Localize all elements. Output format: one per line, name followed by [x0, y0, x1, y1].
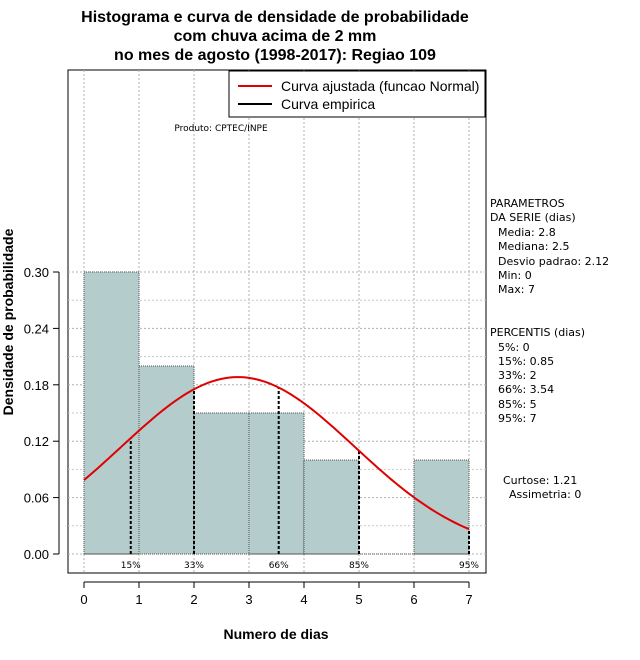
- percentil-5: 5%: 0: [498, 341, 530, 354]
- histogram-bar-4: [303, 459, 360, 555]
- curtose-text: Curtose: 1.21: [503, 474, 577, 487]
- y-axis: 0.00 0.06 0.12 0.18 0.24 0.30: [24, 265, 60, 562]
- x-tick-label-7: 7: [465, 592, 472, 607]
- x-tick-label-3: 3: [245, 592, 252, 607]
- histogram-bar-3: [248, 412, 305, 555]
- x-tick-label-0: 0: [80, 592, 87, 607]
- histogram-bar-2: [193, 412, 250, 555]
- legend-box: [228, 70, 486, 118]
- y-tick-label-2: 0.12: [24, 434, 49, 449]
- x-tick-label-2: 2: [190, 592, 197, 607]
- side-panel: PARAMETROS DA SERIE (dias) Media: 2.8 Me…: [490, 197, 609, 501]
- percentile-label-4: 95%: [459, 561, 479, 571]
- histogram-bar-6: [413, 459, 470, 555]
- y-tick-label-5: 0.30: [24, 265, 49, 280]
- param-mediana: Mediana: 2.5: [498, 240, 569, 253]
- y-axis-label: Densidade de probabilidade: [0, 228, 16, 415]
- chart-title-line-1: Histograma e curva de densidade de proba…: [81, 9, 469, 26]
- y-tick-label-4: 0.24: [24, 321, 49, 336]
- y-tick-label-3: 0.18: [24, 378, 49, 393]
- percentile-label-3: 85%: [349, 561, 369, 571]
- x-axis: 0 1 2 3 4 5 6 7: [80, 581, 473, 607]
- percentis-title: PERCENTIS (dias): [490, 326, 585, 339]
- percentile-lines: 15% 33% 66% 85% 95%: [121, 387, 479, 571]
- legend: Curva ajustada (funcao Normal) Curva emp…: [228, 70, 486, 118]
- histogram-bars: [83, 271, 470, 555]
- assimetria-text: Assimetria: 0: [509, 488, 581, 501]
- legend-empirical-label: Curva empirica: [281, 96, 375, 112]
- percentil-15: 15%: 0.85: [498, 355, 554, 368]
- y-tick-label-1: 0.06: [24, 491, 49, 506]
- percentil-33: 33%: 2: [498, 369, 537, 382]
- param-max: Max: 7: [498, 283, 535, 296]
- param-media: Media: 2.8: [498, 226, 556, 239]
- param-desvio: Desvio padrao: 2.12: [498, 255, 609, 268]
- chart-title-line-3: no mes de agosto (1998-2017): Regiao 109: [114, 47, 436, 64]
- x-tick-label-6: 6: [410, 592, 417, 607]
- percentil-85: 85%: 5: [498, 398, 537, 411]
- percentile-label-1: 33%: [184, 561, 204, 571]
- plot-frame: [67, 69, 487, 574]
- credit-text: Produto: CPTEC/INPE: [174, 124, 268, 134]
- percentil-95: 95%: 7: [498, 412, 537, 425]
- param-min: Min: 0: [498, 269, 532, 282]
- legend-fit-label: Curva ajustada (funcao Normal): [281, 78, 479, 94]
- x-tick-label-1: 1: [135, 592, 142, 607]
- percentile-label-0: 15%: [121, 561, 141, 571]
- x-tick-label-4: 4: [300, 592, 307, 607]
- normal-fit-curve: [83, 376, 470, 531]
- params-title-line-1: PARAMETROS: [490, 197, 565, 210]
- chart-title-line-2: com chuva acima de 2 mm: [174, 28, 377, 45]
- percentile-label-2: 66%: [269, 561, 289, 571]
- params-title-line-2: DA SERIE (dias): [490, 211, 576, 224]
- y-tick-label-0: 0.00: [24, 547, 49, 562]
- percentil-66: 66%: 3.54: [498, 383, 554, 396]
- x-tick-label-5: 5: [355, 592, 362, 607]
- x-axis-label: Numero de dias: [223, 626, 328, 642]
